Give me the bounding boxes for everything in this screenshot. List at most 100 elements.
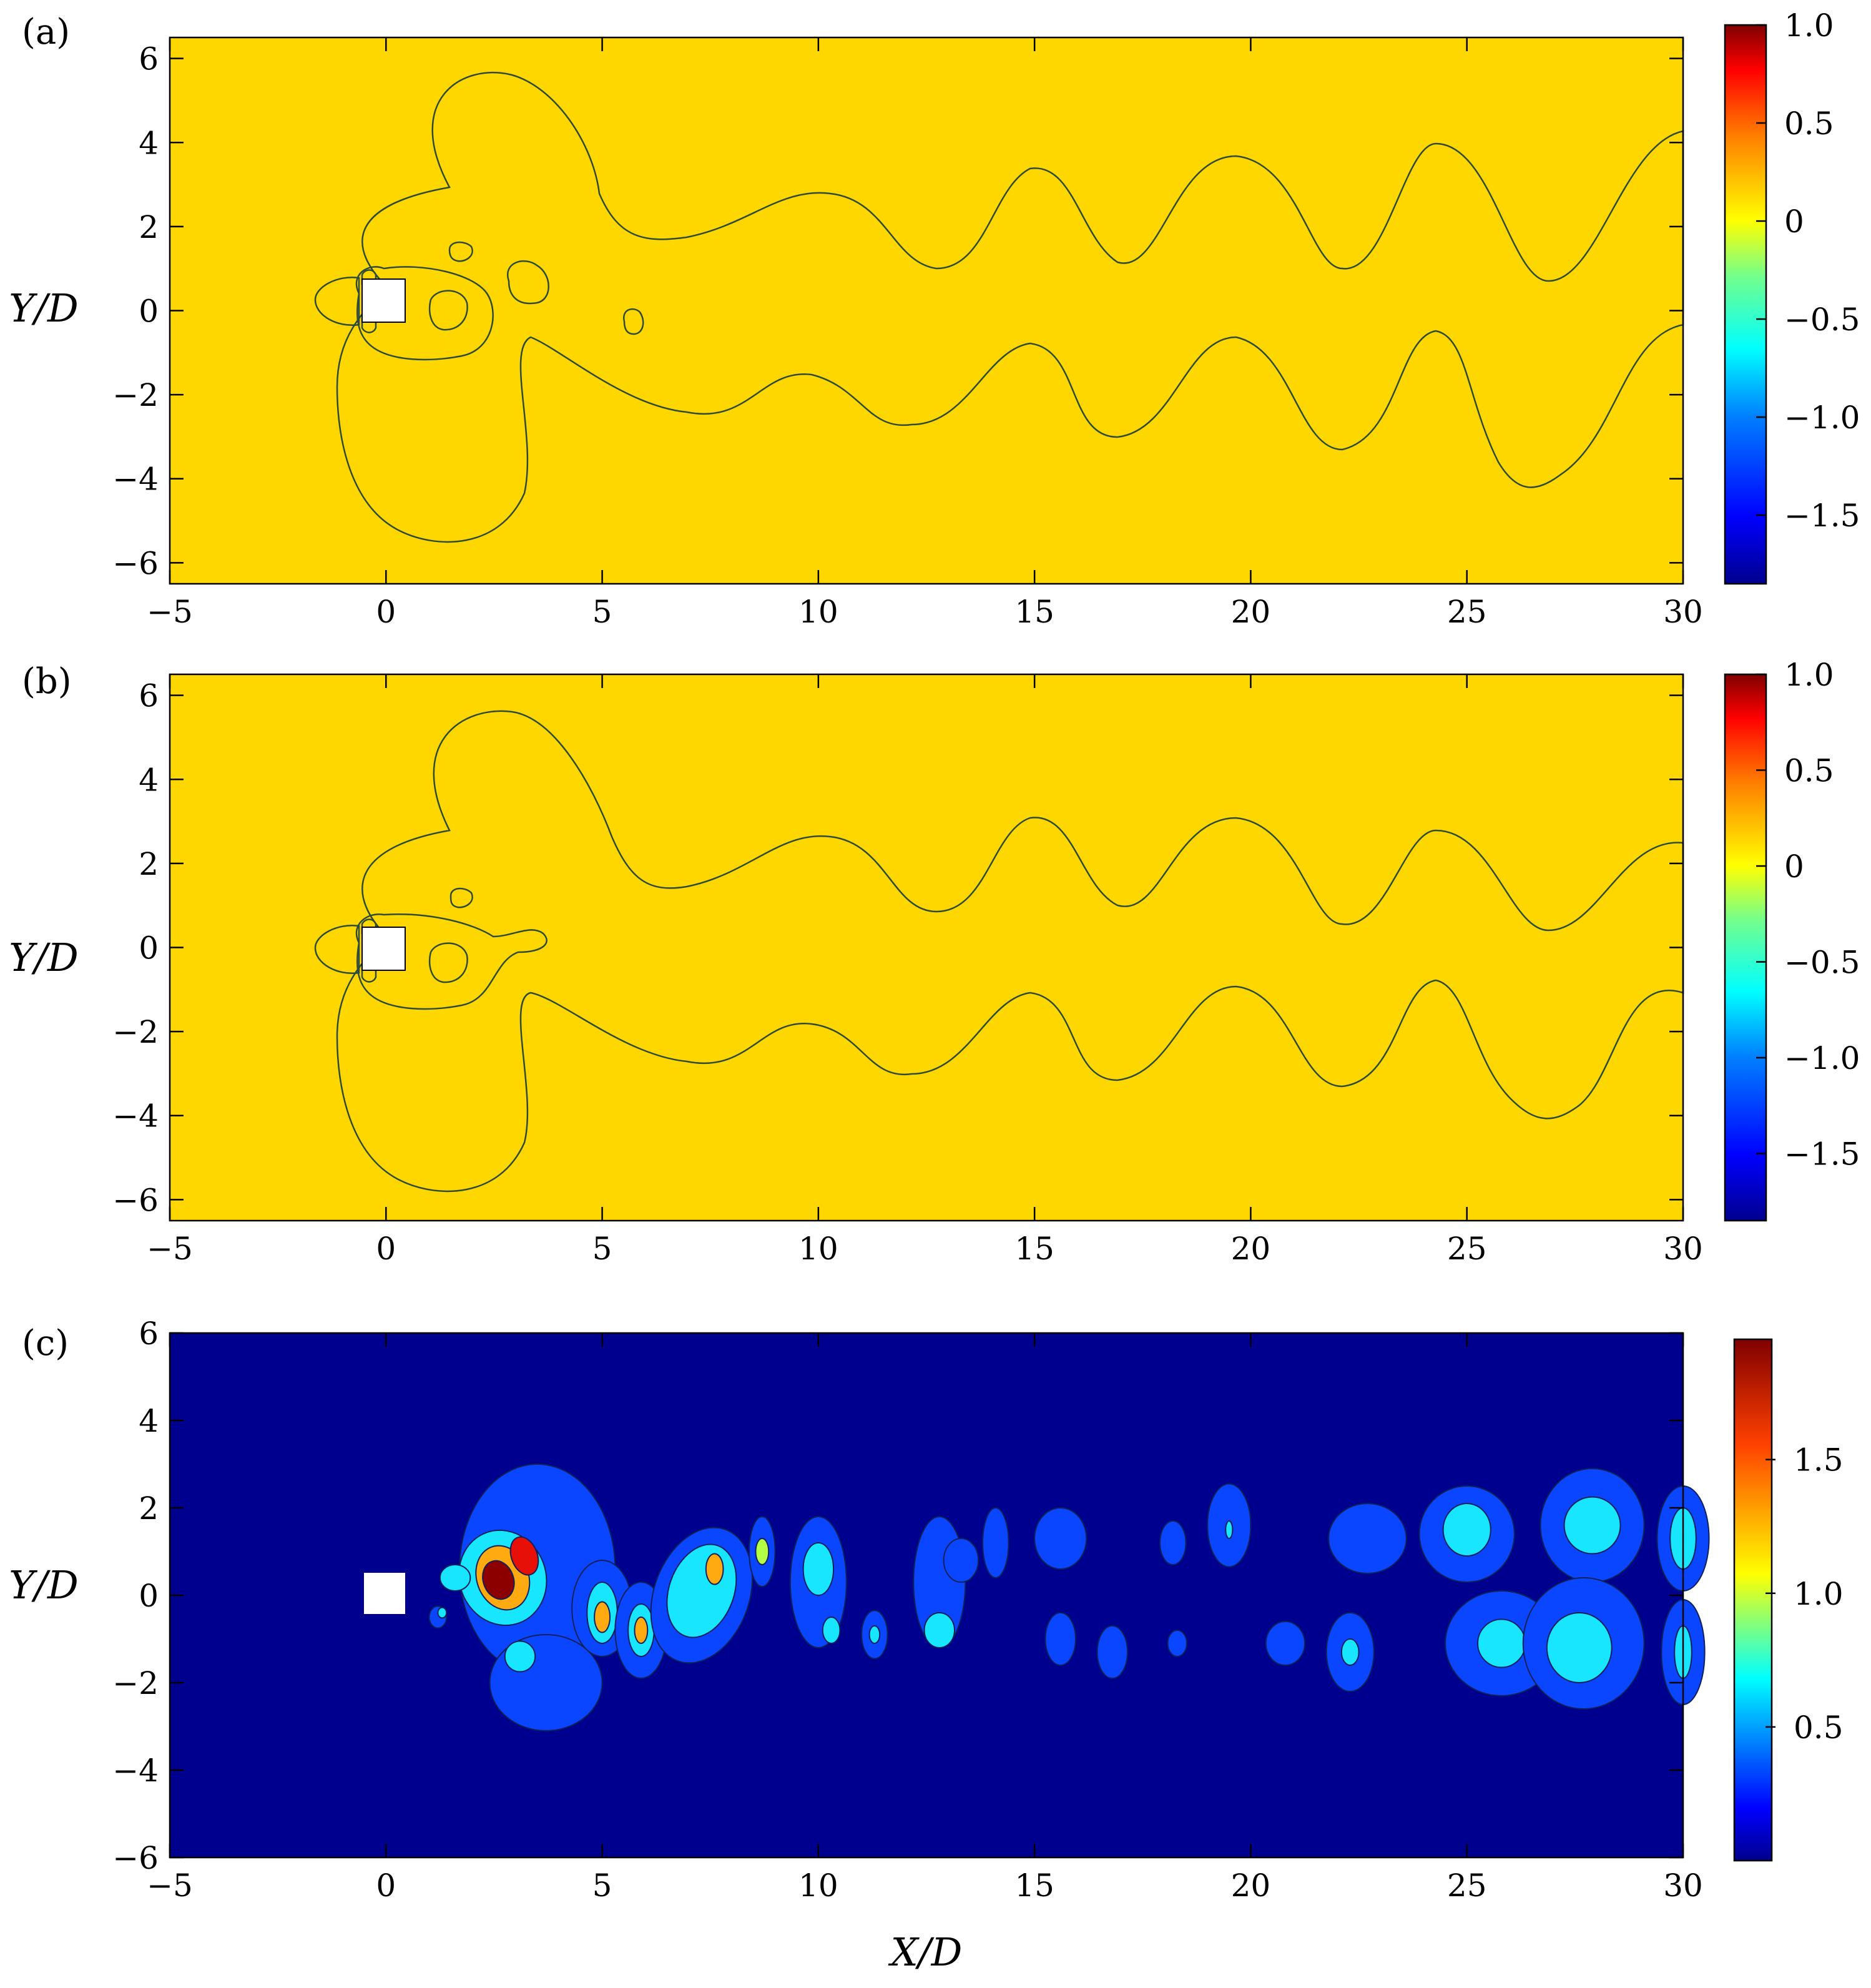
colorbar-tick-label: −1.0	[1784, 1040, 1860, 1076]
contour-blob	[1034, 1507, 1088, 1570]
contour-blob	[1340, 1638, 1360, 1666]
contour-red	[314, 924, 360, 975]
y-tick-label: −2	[112, 377, 159, 413]
contour-green	[336, 710, 1684, 1193]
x-tick-label: 30	[1663, 594, 1703, 630]
x-tick-label: 20	[1231, 594, 1271, 630]
y-tick-label: 2	[139, 846, 159, 882]
contour-blob	[1167, 1630, 1187, 1657]
panel-label: (c)	[22, 1323, 69, 1364]
contour-blob	[943, 1538, 980, 1583]
x-tick-label: 25	[1447, 594, 1487, 630]
y-tick-label: 2	[139, 1490, 159, 1527]
colorbar-tick-label: −0.5	[1784, 945, 1860, 981]
x-tick-label: 5	[592, 594, 612, 630]
contour-blob	[504, 1640, 536, 1673]
y-tick-label: 4	[139, 125, 159, 161]
square-cylinder	[364, 1573, 405, 1614]
x-tick-label: 5	[592, 1231, 612, 1267]
panel-label: (a)	[22, 12, 70, 52]
contour-blob	[923, 1612, 956, 1648]
colorbar-tick-label: −1.5	[1784, 498, 1860, 534]
x-tick-label: −5	[147, 594, 193, 630]
x-tick-label: 30	[1663, 1867, 1703, 1904]
contour-blob	[1546, 1612, 1613, 1683]
contour-blob	[802, 1542, 835, 1596]
contour-blob	[1477, 1618, 1526, 1668]
y-tick-label: 0	[139, 1578, 159, 1614]
colorbar-tick-label: 1.0	[1784, 657, 1834, 693]
contour-blob	[594, 1601, 611, 1633]
colorbar-tick-label: 1.0	[1784, 7, 1834, 44]
contour-light-blue	[355, 266, 494, 361]
contour-blob	[1328, 1503, 1407, 1574]
contour-blob	[1442, 1503, 1491, 1557]
y-tick-label: −6	[112, 1182, 159, 1218]
contour-blob	[982, 1507, 1009, 1578]
x-tick-label: 15	[1014, 1231, 1054, 1267]
contour-blob	[755, 1538, 770, 1565]
contour-blob	[439, 1564, 471, 1592]
square-cylinder	[361, 278, 406, 323]
contour-blob	[868, 1625, 881, 1644]
square-cylinder	[361, 927, 406, 971]
y-tick-label: −6	[112, 1840, 159, 1876]
plot-background	[170, 37, 1683, 584]
y-tick-label: −4	[112, 461, 159, 498]
contour-blue-edge-bottom	[361, 317, 377, 333]
contour-blobs	[428, 1464, 1710, 1731]
contour-blob	[1265, 1621, 1305, 1666]
contour-blob	[1044, 1612, 1076, 1666]
y-tick-label: −2	[112, 1014, 159, 1050]
colorbar-tick-label: 1.5	[1794, 1442, 1844, 1479]
x-tick-label: −5	[147, 1867, 193, 1904]
y-tick-label: 6	[139, 678, 159, 714]
x-tick-label: 20	[1231, 1231, 1271, 1267]
contour-yellow-island	[449, 887, 473, 908]
x-tick-label: 5	[592, 1867, 612, 1904]
x-tick-label: 0	[376, 1867, 396, 1904]
y-tick-label: 0	[139, 293, 159, 330]
colorbar-tick-label: −1.0	[1784, 400, 1860, 436]
contour-red	[314, 276, 360, 327]
colorbar-tick-label: 0	[1784, 849, 1804, 885]
colorbar	[1733, 1338, 1773, 1862]
x-axis-label: X/D	[888, 1929, 963, 1975]
colorbar-tick-label: 0	[1784, 204, 1804, 240]
y-tick-label: −6	[112, 545, 159, 581]
colorbar-tick-label: 1.0	[1794, 1576, 1844, 1612]
x-tick-label: 0	[376, 1231, 396, 1267]
colorbar-tick-label: −1.5	[1784, 1136, 1860, 1173]
contour-blue-core	[428, 290, 468, 331]
y-tick-label: 4	[139, 1403, 159, 1439]
contour-blob	[482, 1560, 515, 1600]
contour-blob	[437, 1607, 448, 1619]
contour-blob	[509, 1536, 539, 1576]
contour-light-blue-small-1	[507, 260, 549, 305]
colorbar	[1724, 673, 1767, 1222]
colorbar-tick-label: 0.5	[1784, 753, 1834, 789]
contour-blob	[705, 1553, 724, 1585]
y-axis-label: Y/D	[9, 935, 79, 980]
contour-blob	[1563, 1496, 1621, 1555]
y-tick-label: −2	[112, 1665, 159, 1701]
contour-blob	[822, 1616, 841, 1644]
x-tick-label: 15	[1014, 594, 1054, 630]
y-tick-label: 4	[139, 762, 159, 798]
y-axis-label: Y/D	[9, 1562, 79, 1608]
y-tick-label: −4	[112, 1098, 159, 1134]
y-tick-label: 6	[139, 1316, 159, 1352]
x-tick-label: 15	[1014, 1867, 1054, 1904]
panel-label: (b)	[22, 661, 72, 702]
contour-blob	[1096, 1625, 1129, 1679]
y-tick-label: 2	[139, 209, 159, 245]
colorbar-ticks: 1.0 0.5 0 −0.5 −1.0 −1.5	[1756, 657, 1860, 1173]
contour-green	[336, 72, 1684, 543]
colorbar-ticks: 1.5 1.0 0.5	[1765, 1442, 1844, 1746]
contour-yellow-island	[448, 241, 473, 262]
x-tick-label: 20	[1231, 1867, 1271, 1904]
